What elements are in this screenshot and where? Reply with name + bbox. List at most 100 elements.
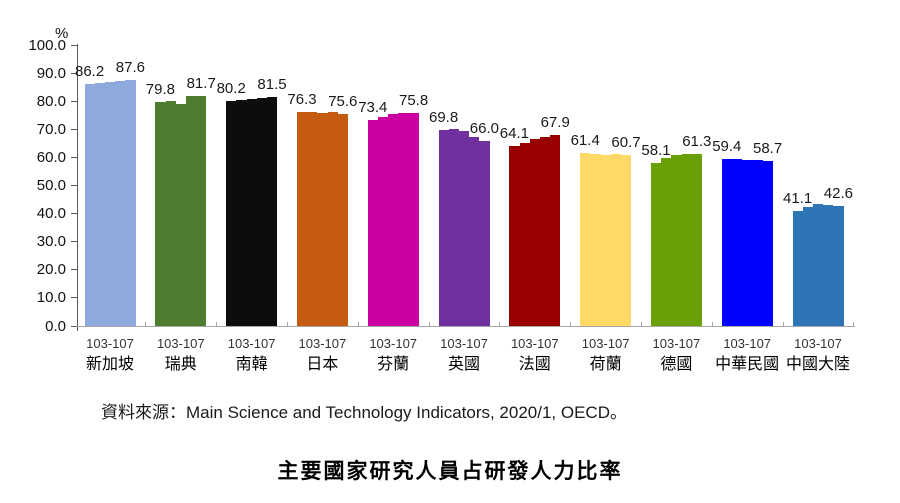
bar-segment [691, 153, 703, 326]
y-tick-label: 50.0 [36, 177, 66, 194]
bar-segment [317, 112, 328, 326]
x-country-label: 日本 [306, 356, 339, 373]
x-axis-tick [641, 322, 642, 326]
value-label-first: 64.1 [499, 124, 529, 142]
value-label-last: 66.0 [469, 119, 499, 137]
bar-segment [580, 153, 591, 326]
bar-segment [519, 142, 530, 326]
value-label-last: 58.7 [752, 140, 783, 158]
source-text: Main Science and Technology Indicators, … [186, 403, 627, 422]
bar-segment [469, 136, 480, 326]
x-country-label: 瑞典 [164, 356, 197, 373]
y-axis-unit-label: % [55, 25, 69, 42]
bar-segment [792, 210, 803, 326]
x-period-label: 103-107 [86, 336, 134, 351]
y-tick-label: 40.0 [36, 205, 66, 223]
bar-segment [307, 111, 318, 326]
value-label-last: 75.6 [328, 92, 358, 110]
value-label-last: 75.8 [398, 92, 429, 109]
y-axis-tick [71, 297, 77, 299]
source-note: 資料來源：Main Science and Technology Indicat… [101, 398, 627, 423]
x-country-label: 中華民國 [715, 356, 780, 373]
x-axis-tick [853, 322, 855, 326]
bar-segment [529, 139, 541, 326]
x-axis-line [77, 326, 855, 327]
x-period-label: 103-107 [794, 336, 842, 351]
bar-segment [509, 145, 520, 326]
y-axis-tick [71, 128, 77, 130]
y-tick-label: 10.0 [36, 289, 66, 307]
value-label-first: 61.4 [570, 132, 600, 150]
bar-segment [246, 98, 257, 326]
y-tick-label: 0.0 [45, 317, 66, 335]
bar-segment [731, 159, 743, 326]
y-axis-line [77, 44, 78, 331]
x-country-label: 南韓 [235, 356, 268, 373]
chart-title: 主要國家研究人員占研發人力比率 [277, 459, 623, 483]
bar-segment [671, 154, 682, 326]
bar-segment [185, 95, 197, 326]
x-period-label: 103-107 [510, 336, 559, 351]
y-tick-label: 20.0 [36, 261, 66, 279]
value-label-last: 81.5 [257, 75, 287, 93]
y-tick-label: 100.0 [28, 36, 66, 54]
y-axis-tick [71, 185, 77, 186]
x-axis-tick [570, 322, 572, 326]
x-period-label: 103-107 [652, 336, 701, 351]
value-label-first: 69.8 [428, 108, 459, 126]
bar-segment [610, 154, 622, 326]
bar-segment [256, 97, 268, 326]
y-axis-tick [71, 44, 77, 46]
y-axis-tick [71, 72, 77, 74]
x-period-label: 103-107 [369, 336, 418, 351]
bar-segment [367, 119, 379, 326]
bar-segment [600, 154, 611, 326]
bar-segment [388, 114, 399, 326]
x-period-label: 103-107 [723, 336, 772, 351]
bar-chart: % 0.0 10.0 20.0 30.0 40.0 50.0 60.0 70.0 80.0 90.… [28, 25, 855, 373]
bar-segment [236, 99, 247, 326]
x-axis-tick [357, 322, 359, 326]
x-country-label: 荷蘭 [589, 356, 622, 373]
bar-segment [327, 112, 338, 326]
bar-segment [550, 135, 561, 326]
bar-segment [752, 160, 763, 326]
y-axis-tick [71, 100, 77, 102]
y-axis-tick [71, 241, 77, 243]
y-axis-tick [71, 269, 77, 271]
x-period-label: 103-107 [298, 336, 347, 351]
x-period-label: 103-107 [227, 336, 276, 351]
x-axis-tick [145, 322, 147, 326]
bar-segment [823, 204, 834, 326]
value-label-first: 86.2 [74, 62, 105, 80]
y-tick-label: 60.0 [36, 148, 66, 166]
bar-segment [408, 113, 419, 326]
bar-segment [337, 113, 349, 326]
x-axis-tick [428, 322, 430, 326]
bar-segment [590, 153, 601, 326]
bar-segment [438, 129, 449, 326]
x-country-label: 中國大陸 [785, 356, 851, 373]
bar-segment [661, 157, 672, 326]
bar-segment [226, 100, 237, 326]
y-tick-label: 90.0 [36, 64, 66, 82]
bar-segment [833, 206, 844, 326]
value-label-last: 81.7 [186, 75, 216, 93]
bar-segment [266, 96, 278, 326]
bar-segment [125, 79, 136, 326]
value-label-last: 67.9 [540, 114, 570, 132]
x-country-label: 芬蘭 [377, 356, 410, 373]
x-axis-tick [782, 322, 784, 326]
bar-segment [84, 83, 95, 326]
bar-segment [539, 136, 551, 326]
value-label-first: 58.1 [641, 141, 671, 159]
bar-segment [165, 101, 176, 326]
bar-segment [681, 154, 692, 326]
y-tick-label: 80.0 [36, 92, 66, 110]
x-period-label: 103-107 [440, 336, 488, 351]
value-label-first: 73.4 [358, 98, 388, 116]
bar-segment [721, 159, 733, 326]
bar-segment [296, 111, 308, 326]
bar-segment [650, 162, 662, 326]
